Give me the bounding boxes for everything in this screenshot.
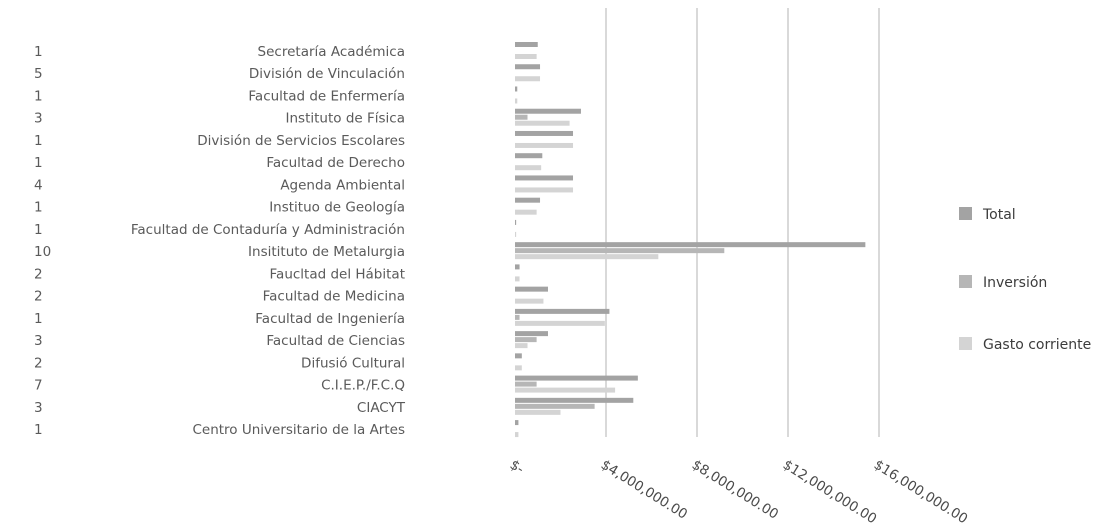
count-label: 2 bbox=[34, 355, 43, 371]
count-label: 7 bbox=[34, 378, 43, 394]
legend: Total Inversión Gasto corriente bbox=[959, 207, 1091, 353]
bar-total bbox=[515, 130, 574, 136]
category-label: Insitituto de Metalurgia bbox=[248, 244, 405, 260]
category-label: Secretaría Académica bbox=[258, 44, 405, 60]
category-label: Instituto de Física bbox=[286, 111, 405, 127]
bar-gasto-corriente bbox=[515, 409, 561, 415]
x-tick-label: $4,000,000.00 bbox=[598, 457, 690, 523]
bar-gasto-corriente bbox=[515, 54, 537, 59]
count-label: 2 bbox=[34, 266, 43, 282]
bar-total bbox=[515, 108, 581, 114]
bar-gasto-corriente bbox=[515, 98, 518, 104]
bar-gasto-corriente bbox=[515, 387, 616, 393]
bar-gasto-corriente bbox=[515, 76, 541, 82]
bar-total bbox=[515, 86, 518, 92]
bar-gasto-corriente bbox=[515, 432, 519, 438]
category-label: División de Servicios Escolares bbox=[197, 133, 405, 149]
count-label: 3 bbox=[34, 400, 43, 416]
category-label: Difusió Cultural bbox=[301, 355, 405, 371]
count-label: 1 bbox=[34, 311, 43, 327]
legend-label: Gasto corriente bbox=[983, 337, 1091, 353]
count-label: 1 bbox=[34, 200, 43, 216]
bar-total bbox=[515, 286, 548, 292]
bar-total bbox=[515, 219, 517, 225]
bar-gasto-corriente bbox=[515, 320, 605, 326]
bar-inversión bbox=[515, 114, 528, 120]
bar-inversión bbox=[515, 337, 537, 343]
bar-total bbox=[515, 42, 538, 47]
count-label: 3 bbox=[34, 111, 43, 127]
bar-total bbox=[515, 242, 866, 248]
bar-total bbox=[515, 375, 638, 381]
bar-total bbox=[515, 175, 574, 181]
bar-gasto-corriente bbox=[515, 298, 544, 304]
bar-total bbox=[515, 64, 541, 70]
count-label: 2 bbox=[34, 289, 43, 305]
legend-swatch bbox=[959, 275, 972, 288]
category-label: Instituo de Geología bbox=[269, 200, 405, 216]
category-label: Facultad de Enfermería bbox=[248, 88, 405, 104]
bar-total bbox=[515, 353, 522, 359]
bar-total bbox=[515, 264, 520, 270]
bar-gasto-corriente bbox=[515, 120, 570, 126]
category-label: Centro Universitario de la Artes bbox=[192, 422, 405, 438]
category-label: Facultad de Derecho bbox=[266, 155, 405, 171]
bar-total bbox=[515, 397, 634, 403]
bar-gasto-corriente bbox=[515, 276, 520, 282]
bar-inversión bbox=[515, 381, 537, 387]
bar-gasto-corriente bbox=[515, 343, 528, 349]
x-tick-label: $12,000,000.00 bbox=[780, 457, 880, 527]
x-tick-label: $- bbox=[507, 457, 527, 478]
legend-label: Inversión bbox=[983, 275, 1047, 291]
bar-gasto-corriente bbox=[515, 254, 659, 260]
category-label: Facultad de Ingeniería bbox=[255, 311, 405, 327]
gridlines bbox=[605, 8, 880, 437]
count-label: 1 bbox=[34, 88, 43, 104]
count-label: 1 bbox=[34, 44, 43, 60]
x-tick-label: $16,000,000.00 bbox=[871, 457, 971, 527]
count-label: 10 bbox=[34, 244, 51, 260]
category-label: Faucltad del Hábitat bbox=[270, 266, 405, 282]
count-label: 1 bbox=[34, 155, 43, 171]
bar-gasto-corriente bbox=[515, 231, 517, 237]
bar-total bbox=[515, 153, 543, 159]
category-labels: Secretaría Académica División de Vinculac… bbox=[131, 44, 406, 438]
bar-total bbox=[515, 331, 548, 337]
count-label: 4 bbox=[34, 177, 43, 193]
category-label: C.I.E.P./F.C.Q bbox=[321, 378, 405, 394]
category-label: Agenda Ambiental bbox=[280, 177, 405, 193]
count-label: 1 bbox=[34, 222, 43, 238]
category-label: División de Vinculación bbox=[249, 66, 405, 82]
count-label: 5 bbox=[34, 66, 43, 82]
legend-label: Total bbox=[982, 207, 1016, 223]
bar-inversión bbox=[515, 248, 725, 254]
bar-total bbox=[515, 420, 519, 426]
count-label: 3 bbox=[34, 333, 43, 349]
category-label: Facultad de Ciencias bbox=[266, 333, 405, 349]
legend-swatch bbox=[959, 207, 972, 220]
bar-total bbox=[515, 197, 541, 203]
count-label: 1 bbox=[34, 422, 43, 438]
bar-total bbox=[515, 308, 610, 314]
category-label: Facultad de Contaduría y Administración bbox=[131, 222, 405, 238]
bar-gasto-corriente bbox=[515, 365, 522, 371]
x-tick-label: $8,000,000.00 bbox=[689, 457, 781, 523]
x-tick-labels: $- $4,000,000.00$8,000,000.00$12,000,000.… bbox=[507, 457, 971, 527]
bar-gasto-corriente bbox=[515, 187, 574, 193]
bar-gasto-corriente bbox=[515, 142, 574, 148]
bar-inversión bbox=[515, 403, 595, 409]
legend-swatch bbox=[959, 337, 972, 350]
bar-gasto-corriente bbox=[515, 165, 542, 171]
count-labels: 1 5 1 3 1 1 4 1 1 10 2 2 1 3 2 7 3 1 bbox=[34, 44, 51, 438]
bar-inversión bbox=[515, 314, 520, 320]
category-label: Facultad de Medicina bbox=[263, 289, 405, 305]
bars bbox=[515, 42, 866, 438]
bar-gasto-corriente bbox=[515, 209, 537, 215]
count-label: 1 bbox=[34, 133, 43, 149]
category-label: CIACYT bbox=[357, 400, 406, 416]
